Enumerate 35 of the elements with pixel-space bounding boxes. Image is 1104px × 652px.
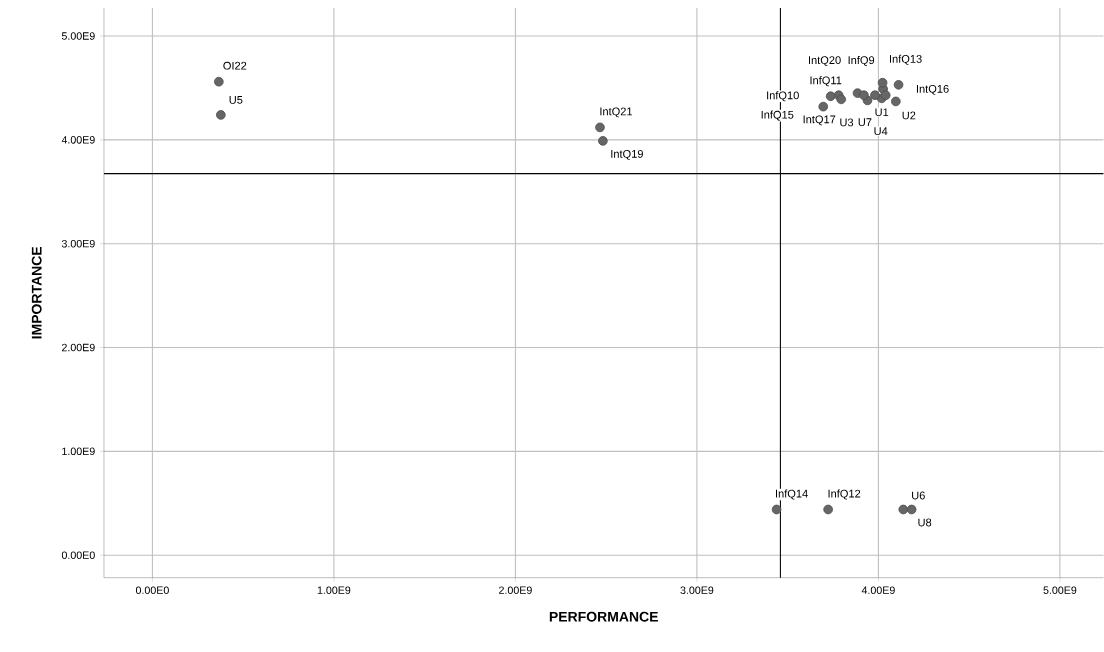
annotation: IntQ21 bbox=[600, 107, 633, 118]
x-tick-label: 3.00E9 bbox=[680, 586, 714, 595]
annotation: U3 bbox=[840, 118, 854, 127]
y-tick-label: 4.00E9 bbox=[61, 136, 95, 144]
y-tick-label: 3.00E9 bbox=[61, 240, 95, 248]
y-tick-label: 5.00E9 bbox=[61, 32, 95, 40]
y-tick-label: 0.00E0 bbox=[61, 551, 95, 560]
x-tick-label: 5.00E9 bbox=[1043, 586, 1077, 595]
x-axis-title: PERFORMANCE bbox=[549, 611, 658, 622]
annotation: InfQ10 bbox=[767, 91, 799, 102]
annotation: U4 bbox=[874, 127, 888, 136]
annotation: InfQ14 bbox=[776, 489, 808, 500]
y-tick-label: 1.00E9 bbox=[62, 447, 95, 456]
annotation: U7 bbox=[858, 118, 872, 127]
annotation: IntQ17 bbox=[803, 115, 836, 126]
annotation: U1 bbox=[875, 108, 889, 117]
annotation: InfQ12 bbox=[828, 489, 861, 500]
annotation: IntQ16 bbox=[916, 85, 949, 95]
y-tick-label: 2.00E9 bbox=[62, 343, 95, 352]
annotation: U6 bbox=[912, 491, 925, 500]
annotation: U8 bbox=[918, 518, 932, 527]
x-tick-label: 1.00E9 bbox=[317, 586, 351, 595]
annotation: InfQ15 bbox=[761, 110, 794, 121]
annotation: InfQ9 bbox=[848, 56, 875, 67]
y-axis-title: IMPORTANCE bbox=[31, 247, 42, 339]
annotation: InfQ11 bbox=[810, 76, 842, 87]
annotation: U2 bbox=[902, 111, 916, 120]
annotation: OI22 bbox=[223, 61, 247, 70]
annotation: U5 bbox=[229, 96, 243, 104]
x-tick-label: 2.00E9 bbox=[499, 586, 532, 595]
x-tick-label: 0.00E0 bbox=[135, 586, 169, 595]
annotation: InfQ13 bbox=[890, 54, 922, 65]
x-tick-label: 4.00E9 bbox=[861, 586, 895, 595]
annotation: IntQ20 bbox=[808, 56, 841, 67]
annotation: IntQ19 bbox=[611, 150, 643, 160]
